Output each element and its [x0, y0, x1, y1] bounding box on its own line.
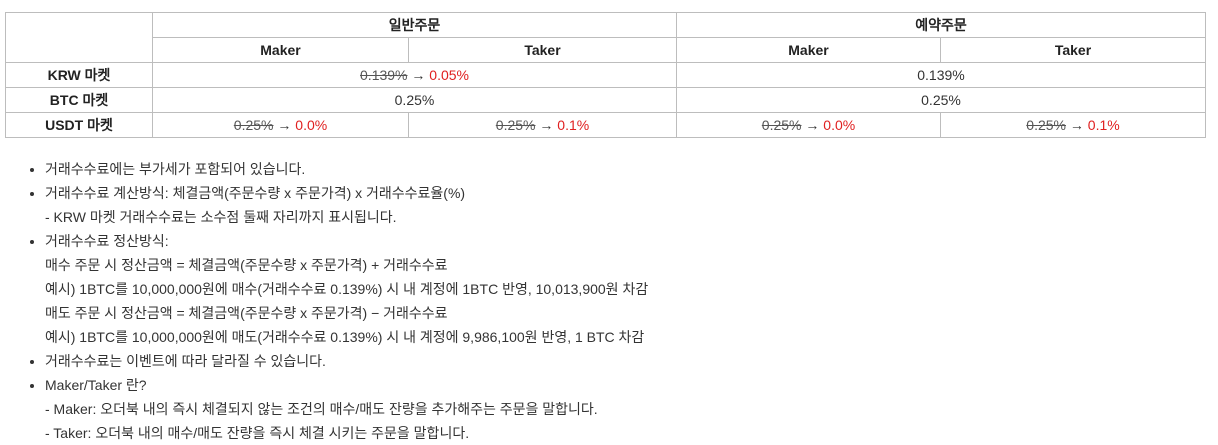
note-line: 거래수수료에는 부가세가 포함되어 있습니다. [45, 161, 306, 177]
fee-notes-list: 거래수수료에는 부가세가 포함되어 있습니다. 거래수수료 계산방식: 체결금액(… [0, 157, 1205, 445]
usdt-reserved-maker-new-rate: 0.0% [823, 117, 856, 133]
usdt-reserved-maker-fee: 0.25% → 0.0% [676, 112, 941, 138]
header-normal-maker: Maker [152, 37, 409, 63]
row-label-krw: KRW 마켓 [5, 62, 153, 88]
note-line: - Maker: 오더북 내의 즉시 체결되지 않는 조건의 매수/매도 잔량을… [45, 401, 598, 417]
note-line: 예시) 1BTC를 10,000,000원에 매도(거래수수료 0.139%) … [45, 329, 645, 345]
krw-normal-old-rate: 0.139% [360, 67, 408, 83]
corner-cell [5, 12, 153, 63]
krw-reserved-fee: 0.139% [676, 62, 1206, 88]
list-item: 거래수수료 계산방식: 체결금액(주문수량 x 주문가격) x 거래수수료율(%… [45, 181, 1205, 229]
header-reserved-taker: Taker [940, 37, 1206, 63]
usdt-normal-taker-old-rate: 0.25% [495, 117, 536, 133]
usdt-normal-taker-new-rate: 0.1% [557, 117, 590, 133]
usdt-reserved-taker-fee: 0.25% → 0.1% [940, 112, 1206, 138]
row-label-usdt: USDT 마켓 [5, 112, 153, 138]
table-row-usdt: USDT 마켓 0.25% → 0.0% 0.25% → 0.1% 0.25% … [5, 112, 1206, 138]
usdt-normal-maker-fee: 0.25% → 0.0% [152, 112, 409, 138]
usdt-normal-maker-new-rate: 0.0% [295, 117, 328, 133]
table-row-krw: KRW 마켓 0.139% → 0.05% 0.139% [5, 62, 1206, 88]
note-line: 거래수수료는 이벤트에 따라 달라질 수 있습니다. [45, 353, 326, 369]
table-row-btc: BTC 마켓 0.25% 0.25% [5, 87, 1206, 113]
list-item: 거래수수료에는 부가세가 포함되어 있습니다. [45, 157, 1205, 181]
note-line: 거래수수료 정산방식: [45, 233, 169, 249]
note-line: Maker/Taker 란? [45, 377, 147, 393]
usdt-normal-maker-old-rate: 0.25% [233, 117, 274, 133]
header-reserved-maker: Maker [676, 37, 941, 63]
krw-normal-fee: 0.139% → 0.05% [152, 62, 677, 88]
arrow-right-icon: → [277, 117, 292, 133]
btc-reserved-fee: 0.25% [676, 87, 1206, 113]
usdt-normal-taker-fee: 0.25% → 0.1% [408, 112, 677, 138]
arrow-right-icon: → [411, 67, 426, 83]
arrow-right-icon: → [1069, 117, 1084, 133]
note-line: 거래수수료 계산방식: 체결금액(주문수량 x 주문가격) x 거래수수료율(%… [45, 185, 466, 201]
arrow-right-icon: → [805, 117, 820, 133]
header-normal-taker: Taker [408, 37, 677, 63]
list-item: 거래수수료 정산방식: 매수 주문 시 정산금액 = 체결금액(주문수량 x 주문… [45, 229, 1205, 349]
fee-table: 일반주문 예약주문 Maker Taker Maker Taker KRW 마켓… [5, 12, 1206, 138]
note-line: 매수 주문 시 정산금액 = 체결금액(주문수량 x 주문가격) + 거래수수료 [45, 257, 448, 273]
arrow-right-icon: → [539, 117, 554, 133]
header-row-types: Maker Taker Maker Taker [6, 37, 1206, 63]
header-reserved-order: 예약주문 [676, 12, 1206, 38]
note-line: 예시) 1BTC를 10,000,000원에 매수(거래수수료 0.139%) … [45, 281, 649, 297]
note-line: 매도 주문 시 정산금액 = 체결금액(주문수량 x 주문가격) − 거래수수료 [45, 305, 448, 321]
note-line: - KRW 마켓 거래수수료는 소수점 둘째 자리까지 표시됩니다. [45, 209, 397, 225]
header-row-groups: 일반주문 예약주문 [5, 12, 1206, 63]
row-label-btc: BTC 마켓 [5, 87, 153, 113]
usdt-reserved-maker-old-rate: 0.25% [761, 117, 802, 133]
krw-normal-new-rate: 0.05% [429, 67, 469, 83]
usdt-reserved-taker-new-rate: 0.1% [1087, 117, 1120, 133]
header-normal-order: 일반주문 [152, 12, 677, 38]
btc-normal-fee: 0.25% [152, 87, 677, 113]
list-item: 거래수수료는 이벤트에 따라 달라질 수 있습니다. [45, 349, 1205, 373]
note-line: - Taker: 오더북 내의 매수/매도 잔량을 즉시 체결 시키는 주문을 … [45, 425, 470, 441]
list-item: Maker/Taker 란? - Maker: 오더북 내의 즉시 체결되지 않는… [45, 373, 1205, 445]
usdt-reserved-taker-old-rate: 0.25% [1026, 117, 1066, 133]
